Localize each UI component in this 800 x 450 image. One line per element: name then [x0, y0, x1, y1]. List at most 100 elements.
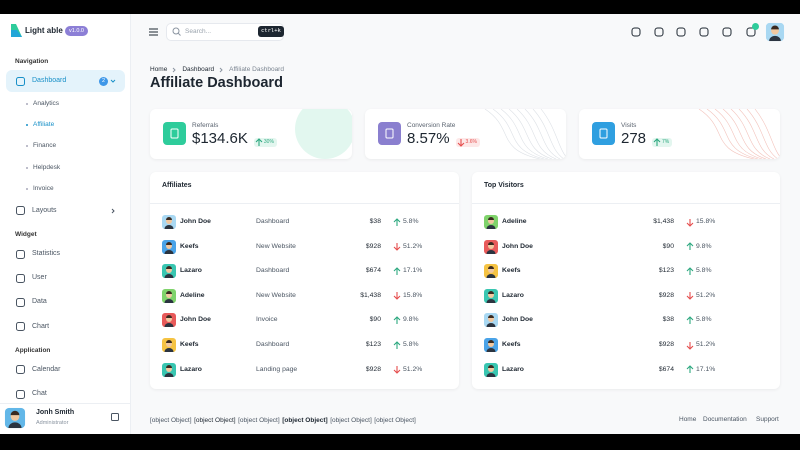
- footer-link[interactable]: Home: [679, 416, 697, 423]
- trend-arrow-svg: [393, 366, 401, 374]
- search-placeholder: Search...: [185, 28, 212, 35]
- header-icon-svg: [676, 27, 686, 37]
- menu-toggle[interactable]: [149, 28, 158, 36]
- trend-arrow: [393, 316, 401, 325]
- row-amount: $928: [658, 291, 674, 299]
- menu-icon: [16, 206, 25, 216]
- stat-icon-svg: [592, 122, 615, 145]
- stat-change: 3.6%: [455, 138, 480, 147]
- table-title: Top Visitors: [484, 182, 524, 189]
- trend-arrow-svg: [457, 139, 464, 147]
- table-card: [472, 172, 780, 389]
- footer-text: [object Object]: [330, 417, 372, 424]
- avatar: [484, 338, 498, 352]
- menu-icon-svg: [16, 297, 25, 307]
- row-amount: $1,438: [653, 218, 674, 225]
- avatar: [162, 313, 176, 328]
- menu-item[interactable]: Chart: [32, 322, 50, 330]
- trend-arrow: [393, 266, 401, 276]
- footer-link[interactable]: Support: [756, 416, 779, 423]
- trend-arrow: [686, 218, 694, 227]
- trend-arrow-svg: [393, 217, 401, 226]
- sub-dot: [26, 145, 28, 148]
- version-badge: v1.0.0: [65, 26, 88, 36]
- row-name: Keefs: [502, 341, 521, 348]
- logo: [11, 24, 22, 37]
- row-name: Keefs: [180, 341, 199, 348]
- menu-badge: 2: [99, 76, 108, 86]
- avatar-svg: [162, 313, 176, 328]
- footer-text: [object Object]: [150, 417, 192, 424]
- menu-item[interactable]: Data: [32, 298, 47, 306]
- menu-item[interactable]: Statistics: [32, 250, 61, 257]
- trend-arrow: [686, 291, 694, 301]
- submenu-item[interactable]: Finance: [33, 142, 57, 150]
- menu-icon-svg: [16, 249, 25, 259]
- header-icon[interactable]: [631, 27, 641, 37]
- stat-icon-svg: [378, 122, 401, 145]
- breadcrumb-sep-svg: [219, 67, 223, 73]
- trend-arrow: [457, 138, 465, 147]
- stat-change: 7%: [652, 138, 673, 147]
- menu-item[interactable]: Dashboard: [32, 77, 67, 84]
- settings-icon[interactable]: [111, 413, 119, 421]
- card-decoration: [295, 109, 352, 159]
- avatar: [484, 313, 498, 328]
- letterbox-bottom: [0, 434, 800, 450]
- avatar-svg: [484, 338, 498, 352]
- breadcrumb-item[interactable]: Home: [150, 66, 168, 73]
- menu-item[interactable]: Layouts: [32, 206, 57, 214]
- avatar: [162, 264, 176, 279]
- footer-link[interactable]: Documentation: [703, 416, 747, 423]
- header-icon[interactable]: [676, 27, 686, 37]
- search-icon-svg: [172, 27, 181, 36]
- menu-icon-svg: [16, 206, 25, 216]
- header-icon[interactable]: [654, 27, 664, 37]
- row-change: 5.8%: [696, 267, 712, 275]
- row-change: 5.8%: [696, 316, 712, 324]
- avatar-svg: [162, 338, 176, 352]
- table-card: [150, 172, 459, 389]
- row-name: John Doe: [502, 242, 533, 250]
- table-divider: [150, 203, 459, 204]
- submenu-item[interactable]: Helpdesk: [33, 163, 61, 171]
- avatar-svg: [484, 313, 498, 328]
- row-amount: $1,438: [360, 291, 381, 299]
- menu-icon-svg: [16, 273, 25, 283]
- stat-value: 8.57%: [407, 130, 450, 147]
- header-icon[interactable]: [722, 27, 732, 37]
- avatar-svg: [162, 288, 176, 303]
- avatar: [4, 407, 26, 429]
- menu-item[interactable]: User: [32, 274, 47, 282]
- row-amount: $123: [658, 267, 674, 275]
- row-change: 15.8%: [696, 218, 716, 225]
- menu-item[interactable]: Chat: [32, 390, 47, 397]
- submenu-item[interactable]: Analytics: [33, 100, 60, 107]
- menu-item[interactable]: Calendar: [32, 365, 61, 373]
- header-icon[interactable]: [699, 27, 709, 37]
- menu-toggle-svg: [149, 28, 158, 36]
- header-icon[interactable]: [746, 27, 756, 37]
- section-title: Application: [15, 346, 51, 354]
- stat-icon: [378, 122, 401, 145]
- breadcrumb-sep: [219, 67, 224, 73]
- footer-text: [object Object]: [194, 417, 236, 424]
- trend-arrow-svg: [653, 138, 661, 146]
- trend-arrow-svg: [686, 242, 694, 251]
- footer-text[interactable]: [object Object]: [374, 417, 416, 424]
- submenu-item[interactable]: Affiliate: [33, 121, 55, 129]
- footer-text: [object Object]: [238, 417, 280, 424]
- footer-text[interactable]: [object Object]: [282, 417, 328, 424]
- menu-icon: [16, 365, 25, 375]
- avatar-svg: [162, 362, 176, 377]
- trend-arrow-svg: [686, 218, 694, 227]
- avatar-svg: [484, 288, 498, 303]
- row-change: 9.8%: [403, 316, 419, 324]
- row-amount: $123: [365, 341, 381, 348]
- avatar: [484, 288, 498, 303]
- submenu-item[interactable]: Invoice: [33, 184, 54, 192]
- row-type: New Website: [256, 242, 296, 250]
- breadcrumb-item[interactable]: Dashboard: [182, 66, 215, 73]
